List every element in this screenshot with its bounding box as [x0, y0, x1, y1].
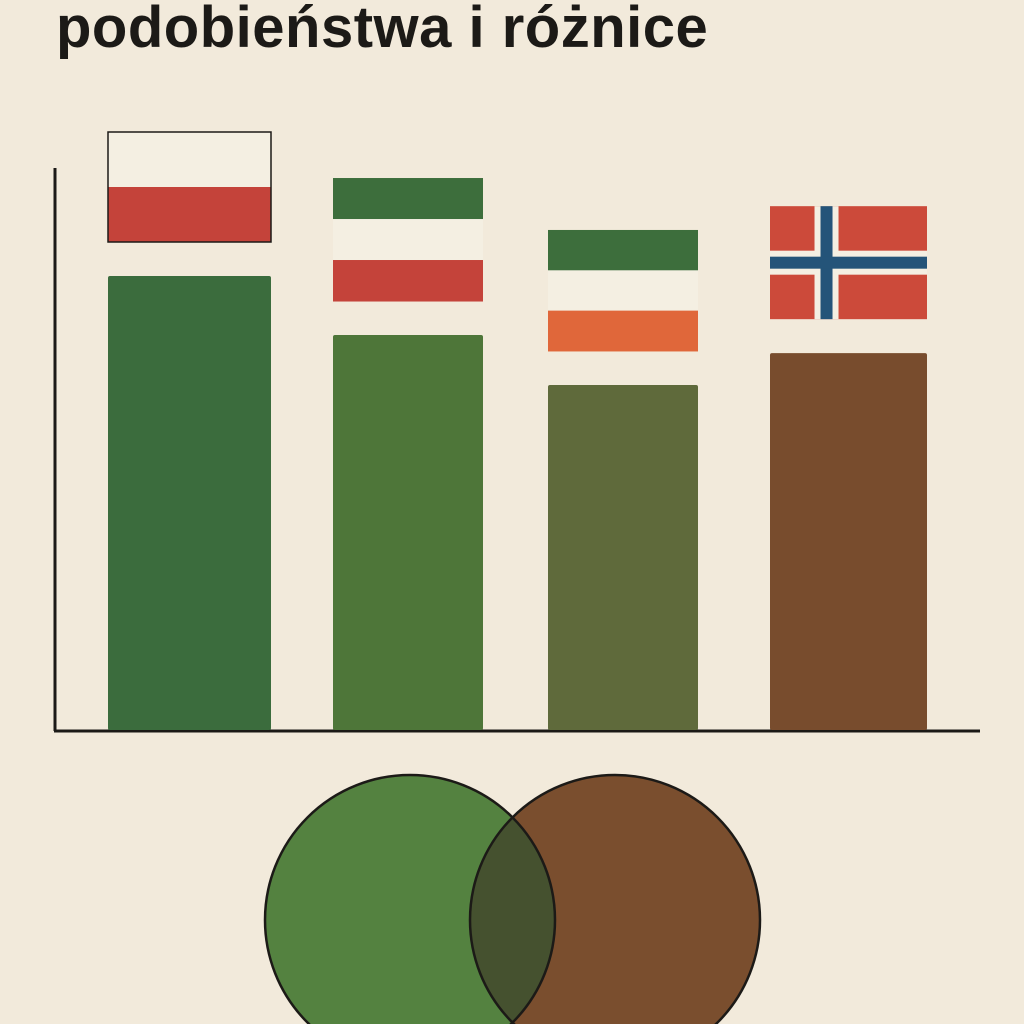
- flag-stripe: [333, 260, 483, 302]
- flag-stripe: [333, 219, 483, 261]
- bar-2: [333, 335, 483, 730]
- norway-flag: [770, 206, 927, 320]
- bar-3: [548, 384, 698, 730]
- flag-stripe: [548, 310, 698, 352]
- bar-4: [770, 353, 927, 730]
- poland-flag: [107, 131, 272, 243]
- green-white-orange-flag: [548, 229, 698, 352]
- flag-border: [107, 131, 272, 243]
- green-white-red-flag: [333, 178, 483, 302]
- flag-cross-inner: [770, 256, 927, 269]
- venn-left-outline: [263, 773, 557, 1024]
- chart-title: podobieństwa i różnice: [56, 0, 709, 60]
- flag-stripe: [548, 270, 698, 312]
- flag-stripe: [333, 178, 483, 220]
- venn-right-outline: [468, 773, 762, 1024]
- bar-1: [108, 276, 271, 730]
- venn-diagram: [263, 773, 762, 1024]
- flag-stripe: [108, 187, 271, 243]
- flag-stripe: [108, 132, 271, 188]
- flag-stripe: [548, 229, 698, 271]
